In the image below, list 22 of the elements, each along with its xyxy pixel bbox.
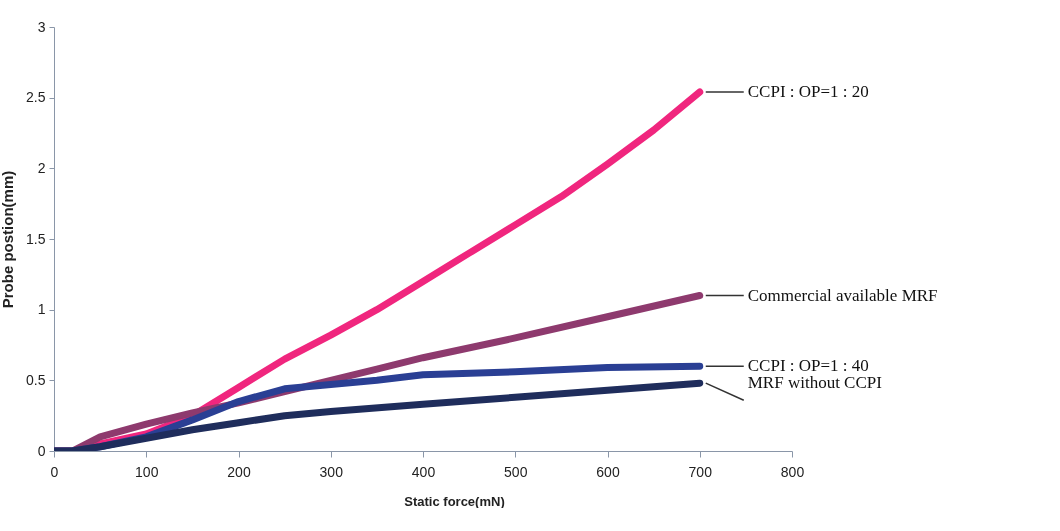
text: CCPI : OP=1 : 20 xyxy=(747,82,869,102)
text: Commercial available MRF xyxy=(747,285,938,305)
text: CCPI : OP=1 : 40 xyxy=(747,356,869,376)
x-tick-label: 200 xyxy=(227,463,251,480)
x-tick-label: 400 xyxy=(411,463,436,480)
y-tick-label: 2.5 xyxy=(26,89,46,106)
y-axis-title: Probe postion(mm) xyxy=(0,170,17,309)
x-tick-label: 0 xyxy=(50,463,59,480)
y-tick-label: 0.5 xyxy=(26,371,46,388)
x-tick-label: 700 xyxy=(688,463,713,480)
y-tick-label: 0 xyxy=(37,442,46,459)
x-tick-label: 800 xyxy=(780,463,805,480)
y-tick-label: 2 xyxy=(37,159,46,176)
text: MRF without CCPI xyxy=(747,373,883,393)
x-tick-label: 100 xyxy=(135,463,159,480)
x-tick-label: 300 xyxy=(319,463,344,480)
y-tick-label: 3 xyxy=(37,18,46,35)
x-axis-title: Static force(mN) xyxy=(404,493,505,509)
x-tick-label: 500 xyxy=(504,463,528,480)
y-tick-label: 1.5 xyxy=(26,230,46,247)
x-tick-label: 600 xyxy=(596,463,620,480)
y-tick-label: 1 xyxy=(37,301,46,318)
